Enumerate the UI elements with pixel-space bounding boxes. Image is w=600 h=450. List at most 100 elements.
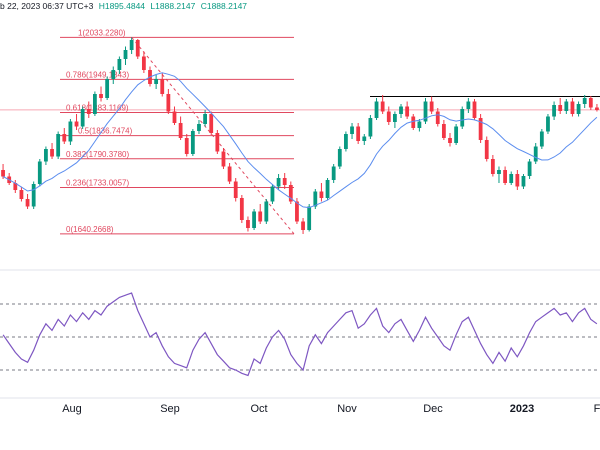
candle [50, 143, 54, 159]
candle-body [582, 98, 587, 104]
candle [576, 101, 581, 117]
candle-body [252, 211, 256, 228]
candle [288, 181, 293, 204]
candle-body [362, 136, 367, 141]
oscillator-line [2, 292, 598, 377]
candle [405, 101, 410, 119]
candle [399, 104, 403, 118]
candle-body [356, 126, 361, 141]
candle-body [209, 114, 214, 133]
candle-body [258, 211, 263, 222]
candle [301, 218, 305, 234]
candle-body [203, 114, 207, 124]
candle-body [105, 79, 110, 98]
candle-body [282, 178, 287, 185]
candle-body [154, 79, 159, 84]
x-axis-label: Dec [423, 403, 443, 415]
ohlc-header: b 22, 2023 06:37 UTC+3 H1895.4844 L1888.… [0, 1, 250, 11]
candle [386, 106, 391, 125]
candle [203, 110, 207, 127]
candle [539, 129, 544, 149]
candle [558, 98, 563, 114]
candle-body [307, 206, 312, 230]
candle-body [190, 131, 195, 154]
candle [184, 134, 189, 157]
candle [135, 39, 140, 59]
candles [1, 37, 599, 234]
candle [190, 129, 195, 156]
candle [374, 98, 379, 120]
candle [546, 114, 550, 134]
candle [264, 199, 269, 224]
fib-level-label: 0(1640.2668) [66, 225, 114, 234]
candle [215, 130, 220, 154]
candle-body [123, 50, 128, 59]
candle-body [172, 111, 177, 123]
candle-body [539, 131, 544, 147]
candle [429, 96, 434, 114]
candle [325, 178, 330, 200]
candle-body [25, 199, 30, 207]
candle-body [344, 134, 348, 149]
candle [393, 111, 397, 128]
candle-body [86, 109, 91, 114]
candle [166, 89, 171, 114]
fibonacci-retracement: 1(2033.2280) 0.786(1949.1343) 0.618(1883.1… [60, 28, 295, 235]
candle-body [295, 201, 299, 222]
candle-body [117, 59, 122, 70]
candle-body [472, 101, 477, 118]
candle [319, 183, 324, 202]
candle [209, 111, 214, 135]
candle-body [19, 190, 24, 199]
candle [362, 134, 367, 145]
header-datetime: b 22, 2023 06:37 UTC+3 [0, 1, 94, 11]
candle [350, 123, 354, 139]
candle [172, 106, 177, 125]
candle-body [374, 101, 379, 118]
candle-body [521, 176, 526, 187]
candle-body [558, 105, 563, 111]
candle [117, 56, 122, 74]
candle-body [31, 184, 36, 207]
candle-body [546, 116, 550, 132]
candle-body [246, 220, 250, 228]
candle-body [313, 191, 318, 207]
candle-body [56, 134, 61, 157]
candle [570, 98, 575, 117]
candle [331, 164, 336, 183]
candle-body [325, 180, 330, 198]
x-axis-label: Sep [160, 403, 180, 415]
fib-trend-line [131, 37, 295, 235]
price-pane: 1(2033.2280) 0.786(1949.1343) 0.618(1883.1… [0, 28, 600, 271]
candle-body [37, 161, 42, 184]
candle [31, 181, 36, 209]
candle [258, 204, 263, 224]
candle [93, 91, 97, 116]
candle-body [490, 159, 495, 174]
candle-body [233, 181, 238, 198]
candle-body [80, 109, 85, 127]
candle [564, 99, 569, 114]
candle [344, 131, 348, 152]
candle-body [484, 140, 489, 159]
candle [484, 136, 489, 162]
candle-body [197, 124, 201, 131]
candle [105, 76, 110, 100]
candle-body [301, 221, 305, 230]
candle [227, 163, 232, 184]
candle [129, 37, 134, 54]
candle-body [13, 183, 18, 190]
candle [56, 131, 61, 159]
x-axis-label: Aug [62, 403, 82, 415]
candle [472, 99, 477, 120]
candle-body [166, 94, 171, 112]
candle-body [62, 134, 67, 142]
candle-body [331, 166, 336, 180]
fib-level-label: 0.5(1836.7474) [78, 127, 133, 136]
candle [588, 96, 593, 110]
x-axis-label: 2023 [510, 403, 534, 415]
candle-body [595, 107, 599, 110]
x-axis-label: Oct [250, 403, 267, 415]
candle-body [478, 118, 483, 140]
